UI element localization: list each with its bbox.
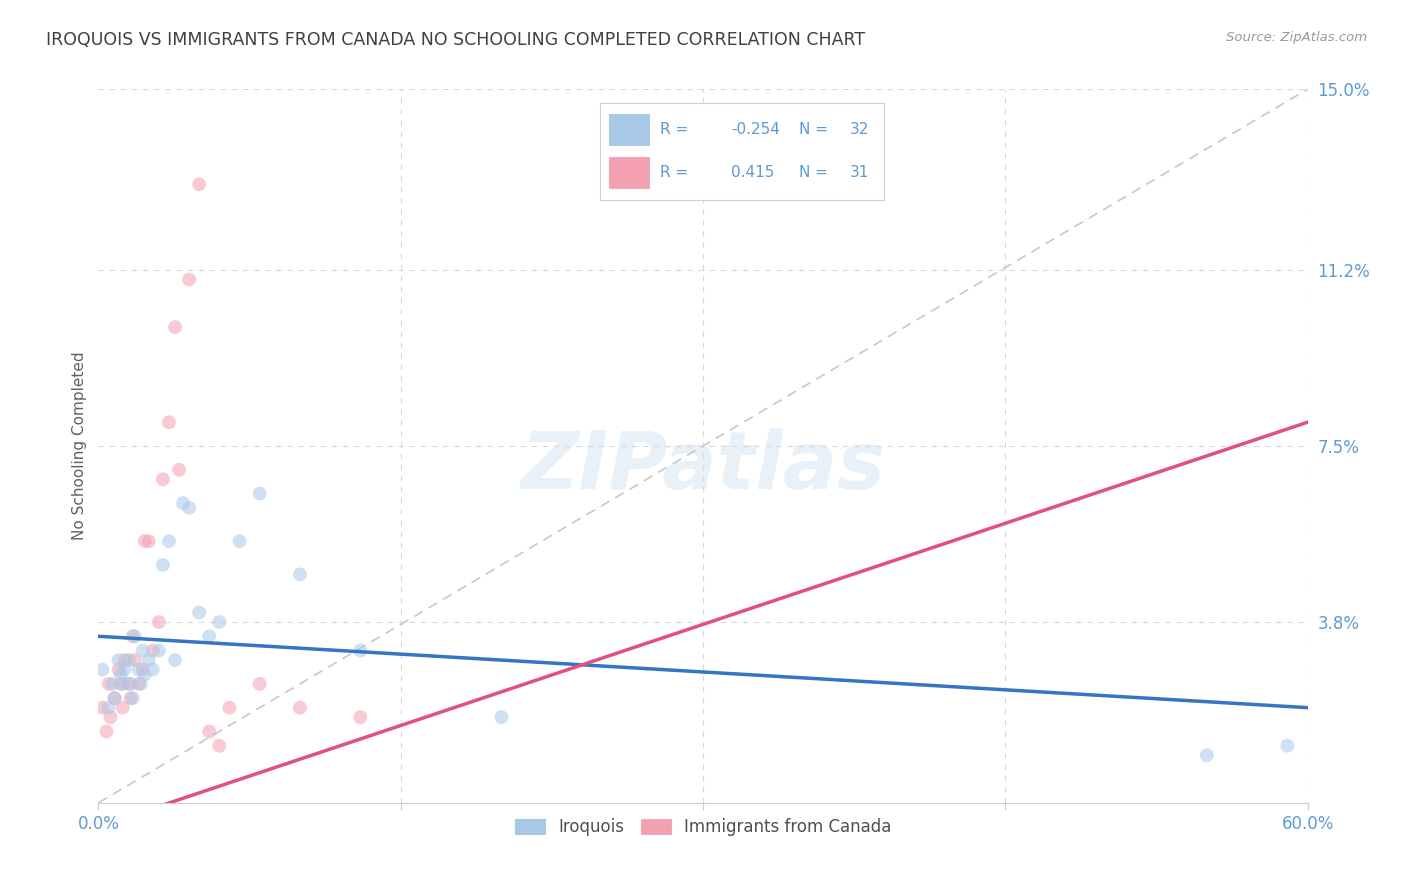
Legend: Iroquois, Immigrants from Canada: Iroquois, Immigrants from Canada <box>506 810 900 845</box>
Point <box>128 663 150 677</box>
Point <box>134 534 156 549</box>
Point <box>114 663 136 677</box>
Point <box>134 667 156 681</box>
Point <box>198 629 221 643</box>
Point <box>107 663 129 677</box>
Point <box>208 615 231 629</box>
Point <box>188 178 211 192</box>
Point <box>121 691 143 706</box>
Text: ZIPatlas: ZIPatlas <box>520 428 886 507</box>
Point <box>157 534 180 549</box>
Point <box>107 653 129 667</box>
Point <box>124 629 146 643</box>
Point <box>103 691 125 706</box>
Point <box>179 272 201 286</box>
Point <box>152 472 174 486</box>
Point <box>138 534 160 549</box>
Point <box>142 643 165 657</box>
Point <box>120 691 142 706</box>
Point <box>163 320 186 334</box>
Point <box>172 496 194 510</box>
Point <box>188 606 211 620</box>
Point <box>120 677 142 691</box>
Point <box>148 643 170 657</box>
Point <box>179 500 201 515</box>
Point <box>152 558 174 572</box>
Point <box>1277 739 1299 753</box>
Point <box>163 653 186 667</box>
Point <box>208 739 231 753</box>
Point <box>1195 748 1218 763</box>
Point <box>111 677 134 691</box>
Point <box>110 667 132 681</box>
Point <box>100 710 122 724</box>
Point <box>249 677 271 691</box>
Point <box>228 534 250 549</box>
Point <box>110 677 132 691</box>
Point <box>148 615 170 629</box>
Point <box>128 677 150 691</box>
Point <box>132 663 155 677</box>
Point <box>124 653 146 667</box>
Point <box>157 415 180 429</box>
Point <box>111 700 134 714</box>
Point <box>118 677 141 691</box>
Text: Source: ZipAtlas.com: Source: ZipAtlas.com <box>1226 31 1367 45</box>
Point <box>96 724 118 739</box>
Point <box>132 643 155 657</box>
Point <box>138 653 160 667</box>
Point <box>121 629 143 643</box>
Text: IROQUOIS VS IMMIGRANTS FROM CANADA NO SCHOOLING COMPLETED CORRELATION CHART: IROQUOIS VS IMMIGRANTS FROM CANADA NO SC… <box>46 31 866 49</box>
Point <box>129 677 152 691</box>
Point <box>97 677 120 691</box>
Point <box>114 653 136 667</box>
Point <box>198 724 221 739</box>
Point <box>91 700 114 714</box>
Point <box>167 463 190 477</box>
Point <box>91 663 114 677</box>
Point <box>288 700 311 714</box>
Y-axis label: No Schooling Completed: No Schooling Completed <box>72 351 87 541</box>
Point <box>349 643 371 657</box>
Point <box>349 710 371 724</box>
Point <box>288 567 311 582</box>
Point <box>218 700 240 714</box>
Point <box>103 691 125 706</box>
Point <box>142 663 165 677</box>
Point <box>118 653 141 667</box>
Point <box>491 710 513 724</box>
Point <box>101 677 124 691</box>
Point <box>249 486 271 500</box>
Point <box>97 700 120 714</box>
